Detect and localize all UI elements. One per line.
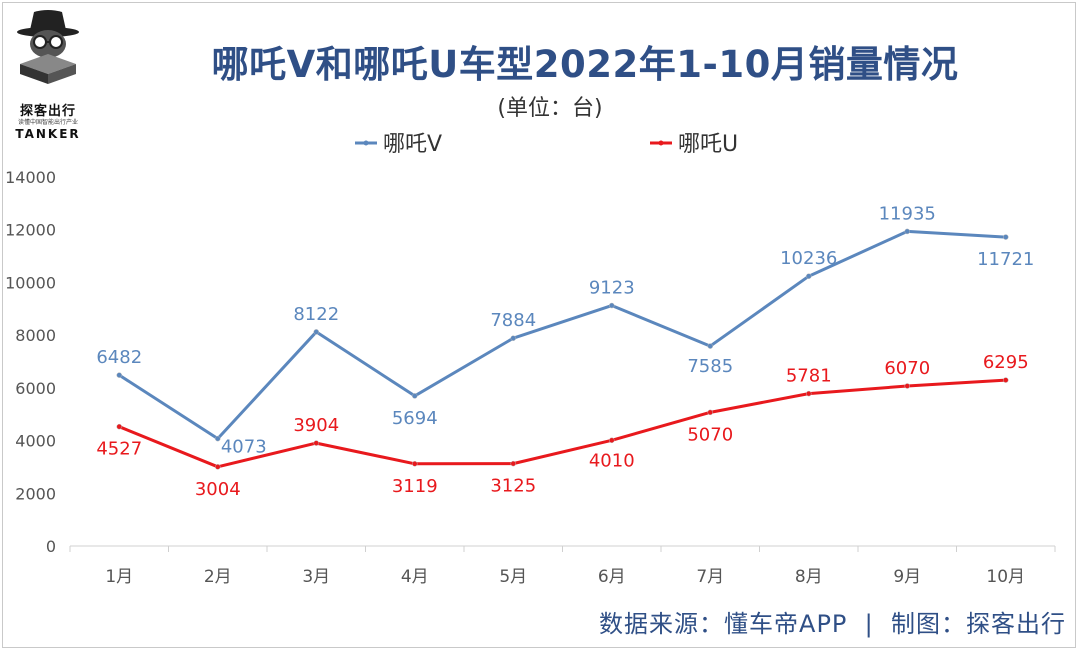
data-label: 6070 bbox=[884, 358, 930, 379]
data-point bbox=[215, 435, 221, 442]
y-tick-label: 6000 bbox=[15, 379, 56, 398]
data-point bbox=[1003, 377, 1009, 383]
series-line bbox=[118, 378, 1006, 469]
x-tick-label: 10月 bbox=[986, 567, 1025, 587]
data-point bbox=[609, 437, 615, 444]
data-label: 4073 bbox=[221, 437, 267, 458]
data-point bbox=[116, 423, 122, 430]
data-label: 9123 bbox=[589, 278, 635, 299]
y-tick-label: 4000 bbox=[15, 432, 56, 451]
legend-marker bbox=[658, 140, 664, 146]
x-tick-label: 9月 bbox=[893, 567, 921, 587]
data-label: 3004 bbox=[195, 479, 241, 500]
legend-label: 哪吒U bbox=[678, 132, 738, 157]
data-point bbox=[116, 372, 122, 378]
y-tick-label: 0 bbox=[46, 537, 56, 556]
data-label: 6482 bbox=[96, 347, 142, 368]
data-label: 7585 bbox=[687, 356, 733, 377]
data-point bbox=[707, 409, 713, 416]
x-tick-label: 4月 bbox=[401, 567, 429, 587]
logo-name: 探客出行 bbox=[19, 104, 76, 119]
data-label: 10236 bbox=[780, 248, 837, 269]
x-tick-label: 3月 bbox=[302, 567, 330, 587]
data-point bbox=[215, 464, 221, 470]
data-label: 6295 bbox=[983, 352, 1029, 373]
data-label: 5781 bbox=[786, 366, 832, 387]
logo-english: TANKER bbox=[15, 127, 81, 141]
data-label: 4527 bbox=[96, 439, 142, 460]
y-tick-label: 10000 bbox=[5, 273, 56, 292]
x-tick-label: 1月 bbox=[105, 567, 133, 587]
data-label: 11935 bbox=[879, 203, 936, 224]
data-point bbox=[707, 343, 713, 349]
data-point bbox=[313, 440, 319, 446]
data-point bbox=[904, 228, 910, 235]
y-tick-label: 8000 bbox=[15, 326, 56, 345]
data-point bbox=[806, 390, 812, 397]
y-tick-label: 14000 bbox=[5, 168, 56, 187]
chart-subtitle: (单位：台) bbox=[497, 96, 603, 121]
data-point bbox=[806, 273, 812, 279]
data-point bbox=[904, 383, 910, 389]
chart-title: 哪吒V和哪吒U车型2022年1-10月销量情况 bbox=[211, 43, 959, 86]
legend-label: 哪吒V bbox=[383, 132, 442, 157]
data-label: 11721 bbox=[977, 249, 1034, 270]
x-tick-label: 6月 bbox=[598, 567, 626, 587]
x-tick-label: 5月 bbox=[499, 567, 527, 587]
source-footer: 数据来源：懂车帝APP | 制图：探客出行 bbox=[599, 610, 1066, 638]
data-point bbox=[1003, 234, 1009, 240]
data-label: 5694 bbox=[392, 408, 438, 429]
logo-tagline: 读懂中国智能出行产业 bbox=[17, 119, 78, 126]
data-label: 3904 bbox=[293, 415, 339, 436]
data-label: 4010 bbox=[589, 450, 635, 471]
series-line bbox=[118, 229, 1006, 441]
data-label: 3125 bbox=[490, 476, 536, 497]
x-tick-label: 8月 bbox=[795, 567, 823, 587]
data-label: 5070 bbox=[687, 424, 733, 445]
data-point bbox=[412, 393, 418, 399]
data-label: 8122 bbox=[293, 304, 339, 325]
x-tick-label: 2月 bbox=[204, 567, 232, 587]
y-tick-label: 12000 bbox=[5, 221, 56, 240]
data-point bbox=[412, 461, 418, 467]
data-point bbox=[510, 460, 516, 467]
data-point bbox=[313, 329, 319, 335]
data-label: 3119 bbox=[392, 476, 438, 497]
spy-logo-icon bbox=[17, 10, 79, 84]
data-label: 7884 bbox=[490, 310, 536, 331]
x-tick-label: 7月 bbox=[696, 567, 724, 587]
legend-marker bbox=[363, 140, 369, 146]
brand-logo: 探客出行 读懂中国智能出行产业 TANKER bbox=[6, 8, 90, 141]
data-point bbox=[609, 302, 615, 309]
data-point bbox=[510, 335, 516, 341]
y-tick-label: 2000 bbox=[15, 484, 56, 503]
